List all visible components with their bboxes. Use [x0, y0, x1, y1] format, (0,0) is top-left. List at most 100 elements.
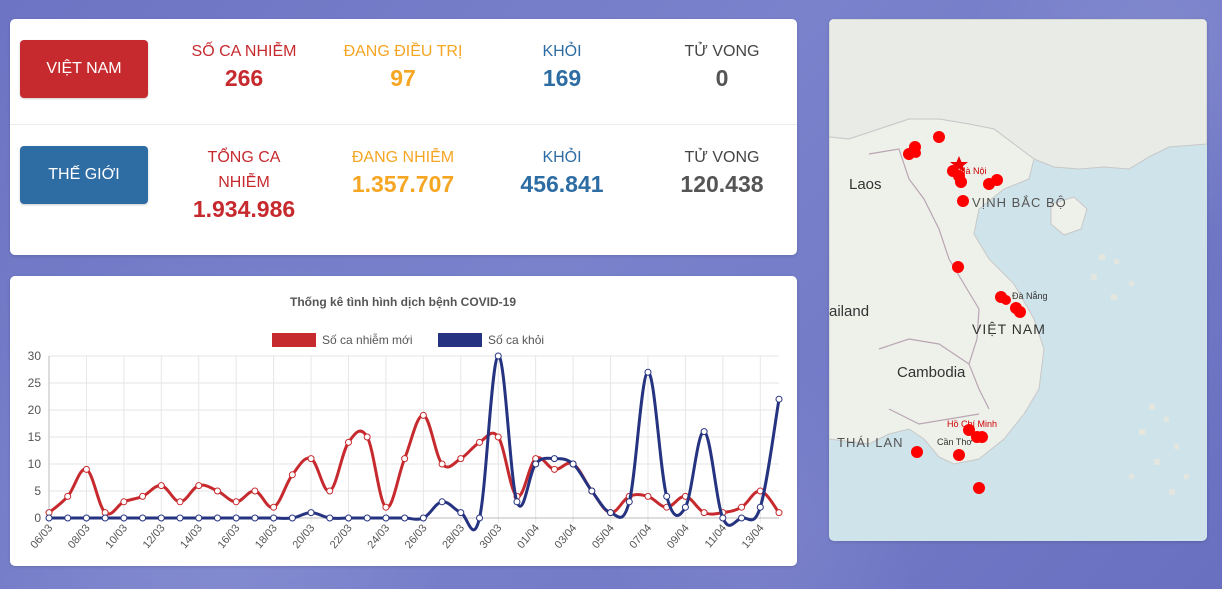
data-point[interactable]	[476, 438, 484, 446]
legend-swatch-0[interactable]	[272, 333, 316, 347]
case-marker[interactable]	[953, 449, 965, 461]
data-point[interactable]	[120, 514, 128, 522]
map-card[interactable]: Laos ailand Cambodia VIỆT NAM VỊNH BẮC B…	[829, 19, 1207, 541]
case-marker[interactable]	[963, 424, 975, 436]
data-point[interactable]	[176, 498, 184, 506]
data-point[interactable]	[494, 352, 502, 360]
data-point[interactable]	[45, 514, 53, 522]
data-point[interactable]	[700, 428, 708, 436]
data-point[interactable]	[513, 498, 521, 506]
data-point[interactable]	[288, 514, 296, 522]
data-point[interactable]	[232, 498, 240, 506]
data-point[interactable]	[251, 514, 259, 522]
paracel-islands	[1091, 254, 1134, 300]
x-tick-label: 06/03	[28, 522, 55, 551]
legend-label-0[interactable]: Số ca nhiễm mới	[322, 332, 413, 347]
data-point[interactable]	[438, 498, 446, 506]
data-point[interactable]	[82, 514, 90, 522]
data-point[interactable]	[82, 465, 90, 473]
data-point[interactable]	[195, 482, 203, 490]
data-point[interactable]	[644, 368, 652, 376]
data-point[interactable]	[719, 514, 727, 522]
vietnam-button[interactable]: VIỆT NAM	[20, 40, 148, 98]
data-point[interactable]	[419, 411, 427, 419]
case-marker[interactable]	[1014, 306, 1026, 318]
vn-recovered-value: 169	[542, 65, 582, 91]
case-marker[interactable]	[973, 482, 985, 494]
data-point[interactable]	[288, 471, 296, 479]
data-point[interactable]	[363, 514, 371, 522]
vn-treating-stat: ĐANG ĐIỀU TRỊ 97	[323, 39, 483, 92]
legend-swatch-1[interactable]	[438, 333, 482, 347]
case-marker[interactable]	[952, 261, 964, 273]
data-point[interactable]	[738, 514, 746, 522]
data-point[interactable]	[681, 503, 689, 511]
data-point[interactable]	[382, 514, 390, 522]
data-point[interactable]	[550, 455, 558, 463]
data-point[interactable]	[270, 503, 278, 511]
case-marker[interactable]	[1001, 295, 1011, 305]
vietnam-map[interactable]: Laos ailand Cambodia VIỆT NAM VỊNH BẮC B…	[829, 19, 1207, 541]
data-point[interactable]	[232, 514, 240, 522]
data-point[interactable]	[663, 492, 671, 500]
data-point[interactable]	[64, 514, 72, 522]
case-marker[interactable]	[911, 148, 921, 158]
data-point[interactable]	[644, 492, 652, 500]
case-marker[interactable]	[976, 431, 988, 443]
data-point[interactable]	[157, 514, 165, 522]
data-point[interactable]	[270, 514, 278, 522]
case-marker[interactable]	[955, 176, 967, 188]
data-point[interactable]	[532, 460, 540, 468]
data-point[interactable]	[588, 487, 596, 495]
data-point[interactable]	[139, 514, 147, 522]
data-point[interactable]	[157, 482, 165, 490]
data-point[interactable]	[607, 509, 615, 517]
data-point[interactable]	[457, 509, 465, 517]
case-marker[interactable]	[957, 195, 969, 207]
data-point[interactable]	[120, 498, 128, 506]
data-point[interactable]	[363, 433, 371, 441]
covid-line-chart: Thống kê tình hình dịch bệnh COVID-19 Số …	[28, 295, 783, 551]
data-point[interactable]	[344, 438, 352, 446]
data-point[interactable]	[476, 514, 484, 522]
data-point[interactable]	[382, 503, 390, 511]
data-point[interactable]	[457, 455, 465, 463]
x-tick-label: 12/03	[141, 522, 168, 551]
data-point[interactable]	[176, 514, 184, 522]
data-point[interactable]	[326, 487, 334, 495]
data-point[interactable]	[756, 503, 764, 511]
world-deaths-label: TỬ VONG	[684, 149, 760, 166]
data-point[interactable]	[307, 455, 315, 463]
case-marker[interactable]	[991, 174, 1003, 186]
data-point[interactable]	[195, 514, 203, 522]
data-point[interactable]	[550, 465, 558, 473]
data-point[interactable]	[64, 492, 72, 500]
data-point[interactable]	[139, 492, 147, 500]
world-cases-label-line2: NHIỄM	[218, 174, 270, 191]
data-point[interactable]	[326, 514, 334, 522]
case-marker[interactable]	[933, 131, 945, 143]
data-point[interactable]	[625, 498, 633, 506]
data-point[interactable]	[438, 460, 446, 468]
case-marker[interactable]	[911, 446, 923, 458]
legend-label-1[interactable]: Số ca khỏi	[488, 333, 544, 347]
x-tick-label: 01/04	[515, 522, 542, 551]
border-cambodia	[878, 338, 980, 425]
data-point[interactable]	[213, 514, 221, 522]
data-point[interactable]	[101, 514, 109, 522]
data-point[interactable]	[419, 514, 427, 522]
data-point[interactable]	[569, 460, 577, 468]
data-point[interactable]	[344, 514, 352, 522]
data-point[interactable]	[251, 487, 259, 495]
data-point[interactable]	[775, 395, 783, 403]
data-point[interactable]	[307, 509, 315, 517]
data-point[interactable]	[738, 503, 746, 511]
series-line-1	[48, 354, 781, 532]
data-point[interactable]	[700, 509, 708, 517]
data-point[interactable]	[775, 509, 783, 517]
data-point[interactable]	[401, 455, 409, 463]
world-button[interactable]: THẾ GIỚI	[20, 146, 148, 204]
data-point[interactable]	[401, 514, 409, 522]
data-point[interactable]	[494, 433, 502, 441]
data-point[interactable]	[213, 487, 221, 495]
